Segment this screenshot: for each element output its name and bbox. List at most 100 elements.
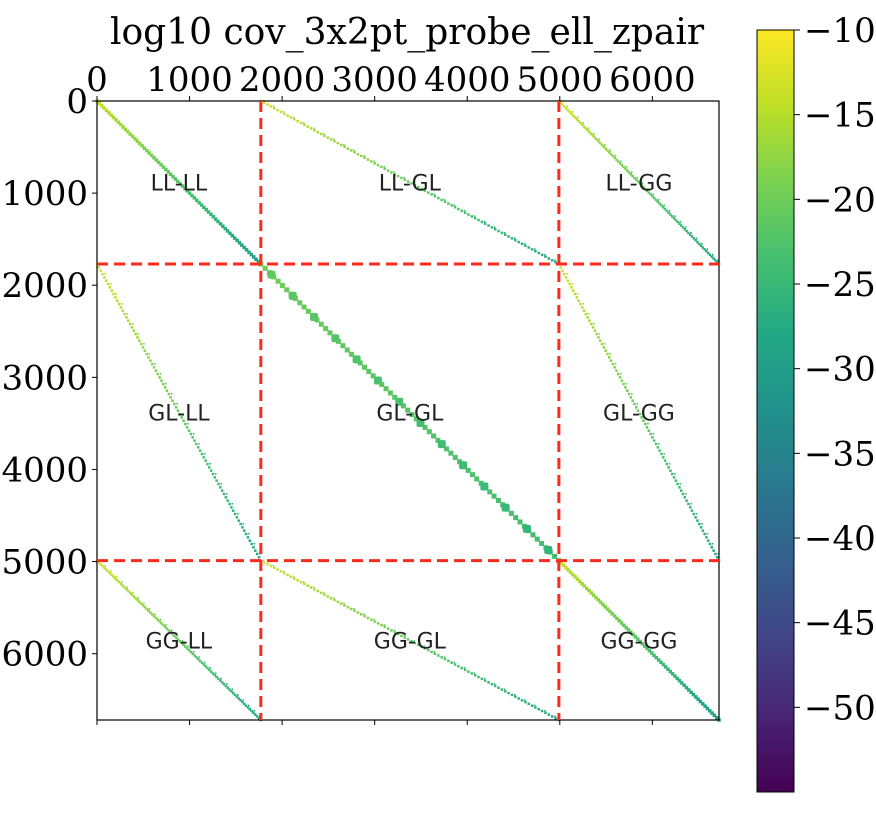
heatmap-cell — [453, 663, 457, 666]
heatmap-cell — [463, 667, 466, 669]
heatmap-cell — [167, 629, 171, 632]
heatmap-cell — [237, 241, 242, 245]
heatmap-cell — [520, 699, 524, 702]
heatmap-cell — [396, 174, 400, 178]
heatmap-cell — [112, 575, 115, 579]
heatmap-cell — [660, 452, 663, 456]
heatmap-cell — [386, 627, 390, 630]
heatmap-cell — [640, 184, 643, 187]
heatmap-cell — [661, 456, 665, 459]
block-label: GG-GG — [600, 629, 677, 654]
heatmap-cell — [540, 709, 544, 713]
heatmap-cell — [463, 211, 467, 214]
heatmap-cell — [634, 178, 638, 182]
heatmap-cell — [674, 479, 678, 482]
heatmap-cell — [357, 360, 363, 366]
heatmap-cell — [296, 119, 299, 123]
heatmap-cell — [241, 526, 244, 529]
heatmap-cell — [602, 346, 606, 349]
heatmap-cell — [116, 299, 119, 302]
heatmap-cell — [584, 586, 589, 591]
heatmap-cell — [440, 656, 443, 659]
heatmap-cell — [611, 362, 615, 366]
heatmap-cell — [115, 575, 118, 578]
heatmap-cell — [578, 579, 582, 584]
heatmap-cell — [670, 215, 674, 218]
heatmap-cell — [243, 529, 246, 532]
heatmap-cell — [209, 463, 211, 465]
heatmap-cell — [196, 446, 200, 449]
block-label: GG-LL — [146, 629, 213, 654]
heatmap-cell — [252, 546, 255, 549]
heatmap-cell — [383, 165, 385, 168]
heatmap-cell — [363, 614, 366, 618]
heatmap-cell — [209, 667, 211, 669]
heatmap-cell — [652, 196, 656, 200]
heatmap-cell — [602, 145, 606, 149]
heatmap-cell — [162, 382, 165, 386]
heatmap-cell — [202, 456, 206, 459]
heatmap-cell — [717, 552, 719, 555]
heatmap-cell — [373, 376, 382, 385]
heatmap-cell — [561, 103, 564, 106]
heatmap-cell — [279, 110, 283, 114]
heatmap-cell — [97, 101, 102, 106]
heatmap-cell — [200, 661, 204, 664]
heatmap-cell — [487, 681, 490, 684]
heatmap-cell — [712, 713, 717, 718]
heatmap-cell — [420, 187, 423, 191]
heatmap-cell — [561, 563, 566, 568]
heatmap-cell — [599, 339, 602, 342]
heatmap-cell — [582, 121, 584, 124]
heatmap-cell — [631, 171, 633, 173]
heatmap-cell — [550, 259, 554, 262]
heatmap-cell — [622, 165, 625, 169]
heatmap-cell — [413, 182, 416, 184]
heatmap-cell — [631, 393, 633, 395]
heatmap-cell — [608, 609, 612, 614]
heatmap-cell — [717, 259, 719, 261]
heatmap-cell — [544, 710, 546, 712]
heatmap-cell — [104, 565, 107, 567]
x-tick-label: 0 — [86, 60, 108, 100]
heatmap-cell — [658, 202, 661, 205]
heatmap-cell — [356, 611, 360, 614]
heatmap-cell — [293, 118, 296, 121]
heatmap-cell — [642, 644, 647, 648]
heatmap-cell — [586, 129, 589, 132]
heatmap-cell — [701, 529, 705, 532]
heatmap-cell — [437, 440, 446, 449]
heatmap-cell — [588, 319, 591, 322]
heatmap-cell — [618, 162, 622, 165]
heatmap-cell — [652, 433, 655, 435]
heatmap-cell — [133, 137, 137, 141]
heatmap-cell — [440, 198, 443, 202]
block-label: LL-GL — [379, 172, 442, 197]
heatmap-cell — [673, 674, 677, 678]
heatmap-cell — [563, 272, 566, 276]
heatmap-cell — [625, 165, 628, 168]
heatmap-cell — [231, 688, 234, 691]
heatmap-cell — [491, 493, 497, 499]
heatmap-cell — [660, 204, 663, 207]
y-tick-label: 6000 — [1, 635, 88, 675]
heatmap-cell — [390, 171, 393, 174]
heatmap-cell — [497, 229, 500, 233]
heatmap-cell — [443, 200, 447, 204]
heatmap-cell — [593, 329, 597, 332]
heatmap-cell — [118, 122, 123, 127]
heatmap-cell — [627, 171, 631, 174]
heatmap-cell — [110, 289, 113, 292]
heatmap-cell — [688, 506, 692, 509]
heatmap-cell — [661, 206, 665, 209]
heatmap-cell — [537, 708, 541, 711]
heatmap-cell — [633, 176, 636, 180]
heatmap-cell — [101, 272, 104, 276]
heatmap-cell — [276, 568, 279, 571]
heatmap-cell — [250, 542, 253, 546]
heatmap-cell — [564, 565, 568, 570]
heatmap-cell — [577, 299, 580, 302]
heatmap-cell — [695, 237, 698, 239]
heatmap-cell — [638, 639, 642, 644]
heatmap-cell — [392, 394, 398, 400]
